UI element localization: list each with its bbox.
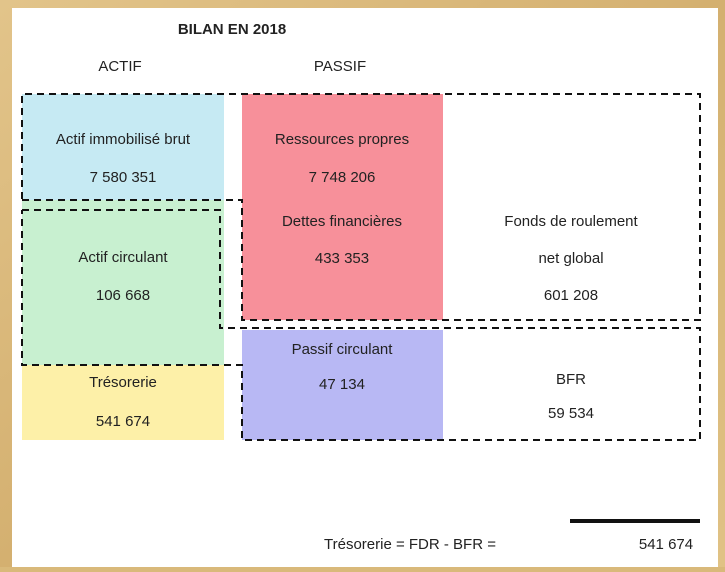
value: 59 534 <box>548 405 594 422</box>
title: BILAN EN 2018 <box>178 21 286 38</box>
value: 106 668 <box>96 287 150 304</box>
value: 7 580 351 <box>90 169 157 186</box>
bfr-outline <box>21 209 701 441</box>
actif-immobilise-box <box>22 94 224 200</box>
actif-circulant-box <box>22 200 224 365</box>
actif-header: ACTIF <box>98 58 141 75</box>
label: BFR <box>556 371 586 388</box>
label: Passif circulant <box>292 341 394 358</box>
value: 541 674 <box>96 413 150 430</box>
label: Actif immobilisé brut <box>56 131 191 148</box>
label: Fonds de roulement <box>504 213 638 230</box>
value: 47 134 <box>319 376 365 393</box>
formula: Trésorerie = FDR - BFR = <box>324 536 496 553</box>
fdr-outline <box>21 93 701 321</box>
value: 433 353 <box>315 250 369 267</box>
passif-circulant-box <box>242 330 443 440</box>
tresorerie-box <box>22 365 224 440</box>
formula-result: 541 674 <box>639 536 693 553</box>
label: Actif circulant <box>78 249 168 266</box>
label: Ressources propres <box>275 131 409 148</box>
label: Trésorerie <box>89 374 157 391</box>
label: Dettes financières <box>282 213 402 230</box>
passif-header: PASSIF <box>314 58 366 75</box>
value: 601 208 <box>544 287 598 304</box>
ressources-box <box>242 94 443 320</box>
value: 7 748 206 <box>309 169 376 186</box>
label: net global <box>538 250 603 267</box>
